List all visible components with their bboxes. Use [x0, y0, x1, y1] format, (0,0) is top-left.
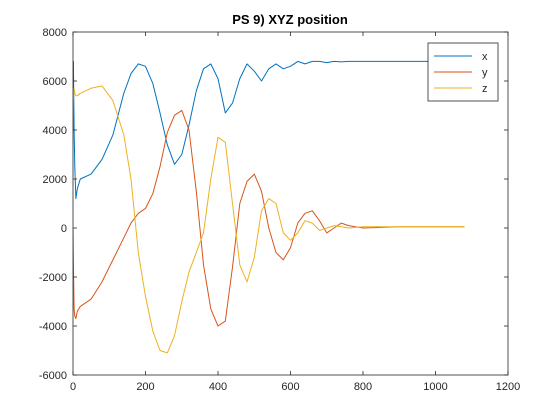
- y-tick-label: 4000: [43, 125, 67, 137]
- series-layer: [73, 60, 465, 354]
- y-tick-label: 6000: [43, 76, 67, 88]
- series-line-z: [73, 85, 465, 354]
- x-tick-label: 600: [281, 381, 299, 393]
- x-tick-label: 400: [209, 381, 227, 393]
- y-tick-label: -2000: [39, 272, 67, 284]
- x-tick-label: 200: [136, 381, 154, 393]
- legend: xyz: [427, 42, 499, 102]
- legend-label-z: z: [482, 83, 488, 95]
- y-tick-label: -4000: [39, 321, 67, 333]
- legend-label-y: y: [482, 67, 488, 79]
- x-tick-label: 0: [70, 381, 76, 393]
- y-tick-label: -6000: [39, 370, 67, 382]
- y-tick-label: 0: [61, 223, 67, 235]
- axes: 0 200 400 600 800 1000 1200 -6000 -4000 -2000 0 200…: [39, 27, 520, 393]
- x-tick-label: 1200: [496, 381, 520, 393]
- series-line-x: [73, 60, 465, 200]
- x-tick-label: 1000: [423, 381, 447, 393]
- y-tick-label: 8000: [43, 27, 67, 39]
- series-line-y: [73, 109, 465, 327]
- y-tick-label: 2000: [43, 174, 67, 186]
- legend-label-x: x: [482, 51, 488, 63]
- x-tick-label: 800: [354, 381, 372, 393]
- chart-title: PS 9) XYZ position: [232, 12, 348, 27]
